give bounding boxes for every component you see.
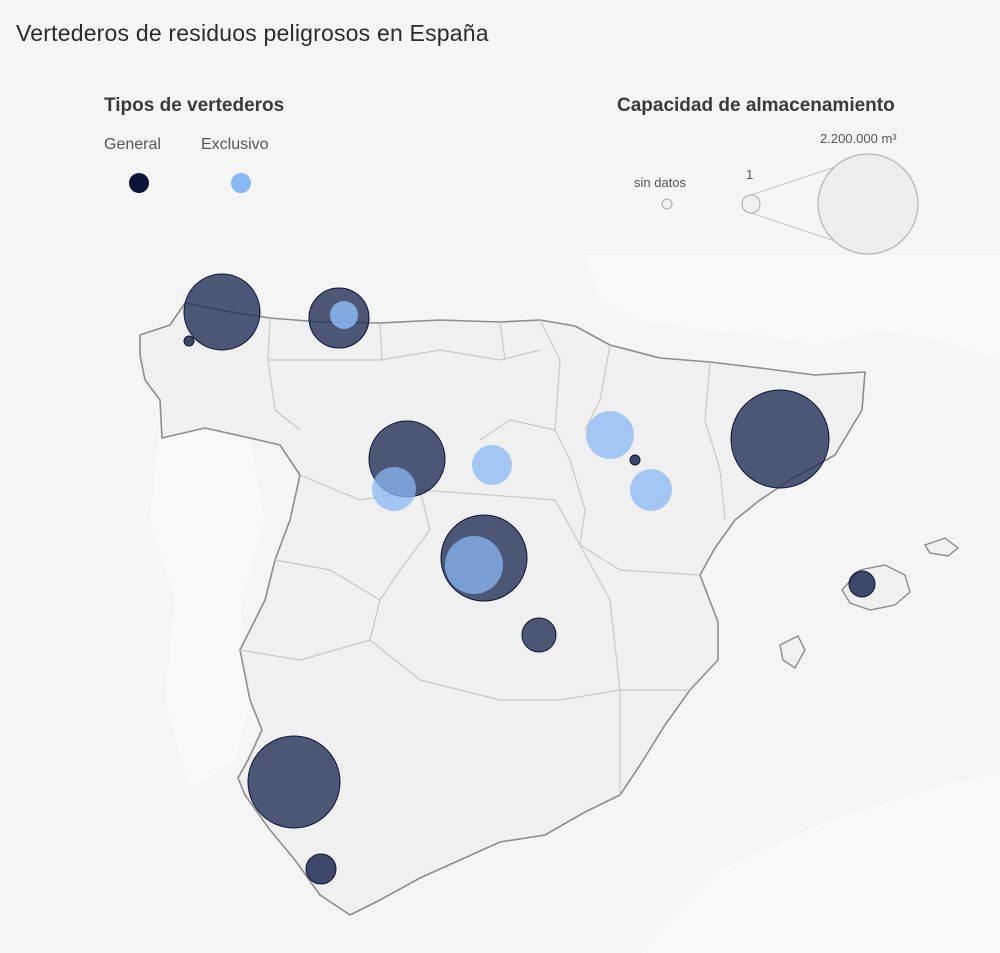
landfill-bubble-exclusive: [330, 301, 358, 329]
landfill-bubble-exclusive: [630, 469, 672, 511]
legend-capacity-min-label: 1: [746, 167, 754, 182]
landfill-bubbles: [183, 273, 876, 885]
landfill-bubble-general: [183, 273, 261, 351]
map-title: Vertederos de residuos peligrosos en Esp…: [16, 20, 489, 46]
legend-capacity-max-label: 2.200.000 m³: [820, 131, 897, 146]
landfill-bubble-general: [521, 617, 557, 653]
legend-exclusive-swatch: [231, 173, 251, 193]
legend-general-swatch: [129, 173, 149, 193]
region-borders: [239, 317, 726, 795]
spain-outline: [139, 302, 866, 916]
legend-capacity-nodata-label: sin datos: [634, 175, 687, 190]
landfill-bubble-general: [730, 389, 830, 489]
neighbour-land: [150, 255, 1000, 953]
landfill-bubble-general: [629, 454, 641, 466]
landfill-bubble-general: [305, 853, 337, 885]
landfill-bubble-exclusive: [372, 467, 416, 511]
landfill-bubble-general: [848, 570, 876, 598]
legend-general-label: General: [104, 136, 161, 153]
legend-types-heading: Tipos de vertederos: [104, 95, 285, 116]
balearic-islands: [779, 537, 960, 670]
capacity-legend-symbols: [661, 153, 919, 255]
nodata-symbol: [661, 198, 673, 210]
landfill-bubble-general: [183, 335, 195, 347]
landfill-bubble-exclusive: [472, 445, 512, 485]
legend-capacity-heading: Capacidad de almacenamiento: [617, 95, 895, 116]
landfill-bubble-exclusive: [586, 411, 634, 459]
legend-exclusive-label: Exclusivo: [201, 136, 269, 153]
min-capacity-symbol: [741, 194, 761, 214]
max-capacity-symbol: [817, 153, 919, 255]
landfill-bubble-general: [247, 735, 341, 829]
landfill-bubble-exclusive: [445, 536, 503, 594]
